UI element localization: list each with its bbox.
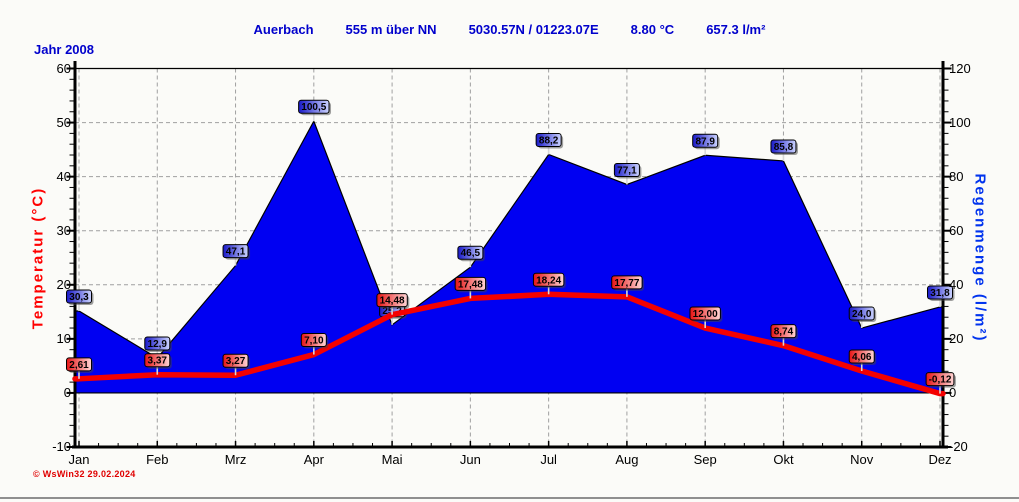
temp-value-label-text: 2,61 bbox=[69, 360, 89, 371]
temp-value-label-box bbox=[532, 272, 565, 287]
right-axis-tick-label: 60 bbox=[949, 222, 964, 238]
rain-value-label-text: 31,8 bbox=[930, 288, 950, 299]
rain-value-label-text: 12,9 bbox=[148, 339, 168, 350]
temp-value-label-text: 17,48 bbox=[458, 279, 483, 290]
temp-value-label-box bbox=[848, 349, 875, 364]
station-name: Auerbach bbox=[253, 22, 314, 37]
x-axis-month-label: Jun bbox=[459, 452, 481, 467]
left-axis-tick-label: 0 bbox=[63, 384, 71, 400]
left-axis-tick-label: 50 bbox=[56, 114, 71, 130]
right-axis-tick-label: 20 bbox=[949, 330, 964, 346]
window-bottom-edge bbox=[0, 497, 1019, 499]
temp-value-label-text: 3,27 bbox=[226, 356, 246, 367]
right-axis-tick-label: 40 bbox=[949, 276, 964, 292]
right-axis-tick-label: 120 bbox=[949, 60, 971, 76]
rain-value-label-box bbox=[457, 245, 484, 260]
x-axis-month-label: Mai bbox=[381, 452, 403, 467]
rain-value-label-box bbox=[66, 289, 92, 304]
left-axis-tick-label: 10 bbox=[56, 330, 71, 346]
rain-value-label-box bbox=[144, 336, 171, 351]
temp-value-label-text: 14,48 bbox=[380, 296, 405, 307]
left-axis-tick-label: 40 bbox=[56, 168, 71, 184]
rain-value-label-text: 30,3 bbox=[69, 292, 89, 303]
left-axis-tick-label: 30 bbox=[56, 222, 71, 238]
rain-value-label-box bbox=[613, 162, 640, 177]
rain-value-label-text: 87,9 bbox=[695, 136, 715, 147]
rain-value-label-text: 24,0 bbox=[852, 309, 872, 320]
temp-value-label-box bbox=[376, 293, 408, 308]
x-axis-month-label: Jan bbox=[68, 452, 90, 467]
temp-value-label-box bbox=[925, 372, 955, 387]
x-axis-month-label: Nov bbox=[850, 452, 874, 467]
rain-area-series bbox=[74, 119, 944, 394]
mean-temperature-value: 8.80 °C bbox=[630, 22, 675, 37]
temp-value-label-box bbox=[144, 353, 171, 368]
year-label: Jahr 2008 bbox=[34, 42, 94, 57]
x-axis-month-label: Mrz bbox=[224, 452, 247, 467]
temp-value-label-box bbox=[770, 324, 797, 339]
temp-value-label-text: -0,12 bbox=[929, 375, 952, 386]
temperature-line-series bbox=[72, 291, 946, 397]
x-axis-month-label: Dez bbox=[928, 452, 952, 467]
rain-value-label-box bbox=[535, 132, 562, 147]
temp-value-label-text: 8,74 bbox=[774, 327, 794, 338]
rain-value-label-text: 85,8 bbox=[774, 142, 794, 153]
rain-value-label-text: 100,5 bbox=[301, 102, 326, 113]
temp-value-label-text: 3,37 bbox=[148, 356, 168, 367]
station-header: Auerbach 555 m über NN 5030.57N / 01223.… bbox=[0, 22, 1019, 37]
temp-value-label-text: 4,06 bbox=[852, 352, 872, 363]
temp-value-label-box bbox=[454, 276, 487, 291]
temp-value-label-box bbox=[66, 357, 92, 372]
rain-value-label-text: 77,1 bbox=[617, 165, 637, 176]
right-axis-tick-label: 0 bbox=[949, 384, 957, 400]
rain-value-label-text: 46,5 bbox=[461, 248, 481, 259]
total-rain-value: 657.3 l/m² bbox=[706, 22, 766, 37]
right-axis-tick-label: -20 bbox=[949, 439, 968, 454]
software-watermark: © WsWin32 29.02.2024 bbox=[33, 469, 136, 479]
right-axis-tick-label: 80 bbox=[949, 168, 964, 184]
temp-value-label-text: 12,00 bbox=[693, 309, 718, 320]
temp-value-label-text: 18,24 bbox=[536, 275, 561, 286]
rain-value-label-text: 47,1 bbox=[226, 247, 246, 258]
right-axis-tick-label: 100 bbox=[949, 114, 971, 130]
station-elevation: 555 m über NN bbox=[345, 22, 437, 37]
x-axis-month-label: Okt bbox=[773, 452, 794, 467]
station-coordinates: 5030.57N / 01223.07E bbox=[468, 22, 599, 37]
left-axis-tick-label: 20 bbox=[56, 276, 71, 292]
x-axis-month-label: Feb bbox=[146, 452, 169, 467]
rain-value-label-box bbox=[692, 133, 719, 148]
x-axis-month-label: Sep bbox=[693, 452, 717, 467]
rain-value-label-text: 88,2 bbox=[539, 135, 559, 146]
rain-value-label-box bbox=[927, 285, 953, 300]
temp-value-label-text: 7,10 bbox=[304, 336, 324, 347]
temp-value-label-box bbox=[222, 353, 249, 368]
left-axis-tick-label: -10 bbox=[52, 439, 71, 454]
left-axis-tick-label: 60 bbox=[56, 60, 71, 76]
x-axis-month-label: Jul bbox=[540, 452, 557, 467]
temp-value-label-text: 17,77 bbox=[614, 278, 639, 289]
rain-value-label-box bbox=[848, 306, 875, 321]
temp-value-label-box bbox=[300, 333, 327, 348]
temp-value-label-box bbox=[689, 306, 721, 321]
x-axis-month-label: Aug bbox=[615, 452, 639, 467]
rain-value-label-box bbox=[222, 244, 249, 259]
temp-value-label-box bbox=[611, 275, 643, 290]
rain-value-label-box bbox=[770, 139, 797, 154]
x-axis-month-label: Apr bbox=[303, 452, 324, 467]
rain-value-label-box bbox=[298, 99, 330, 114]
